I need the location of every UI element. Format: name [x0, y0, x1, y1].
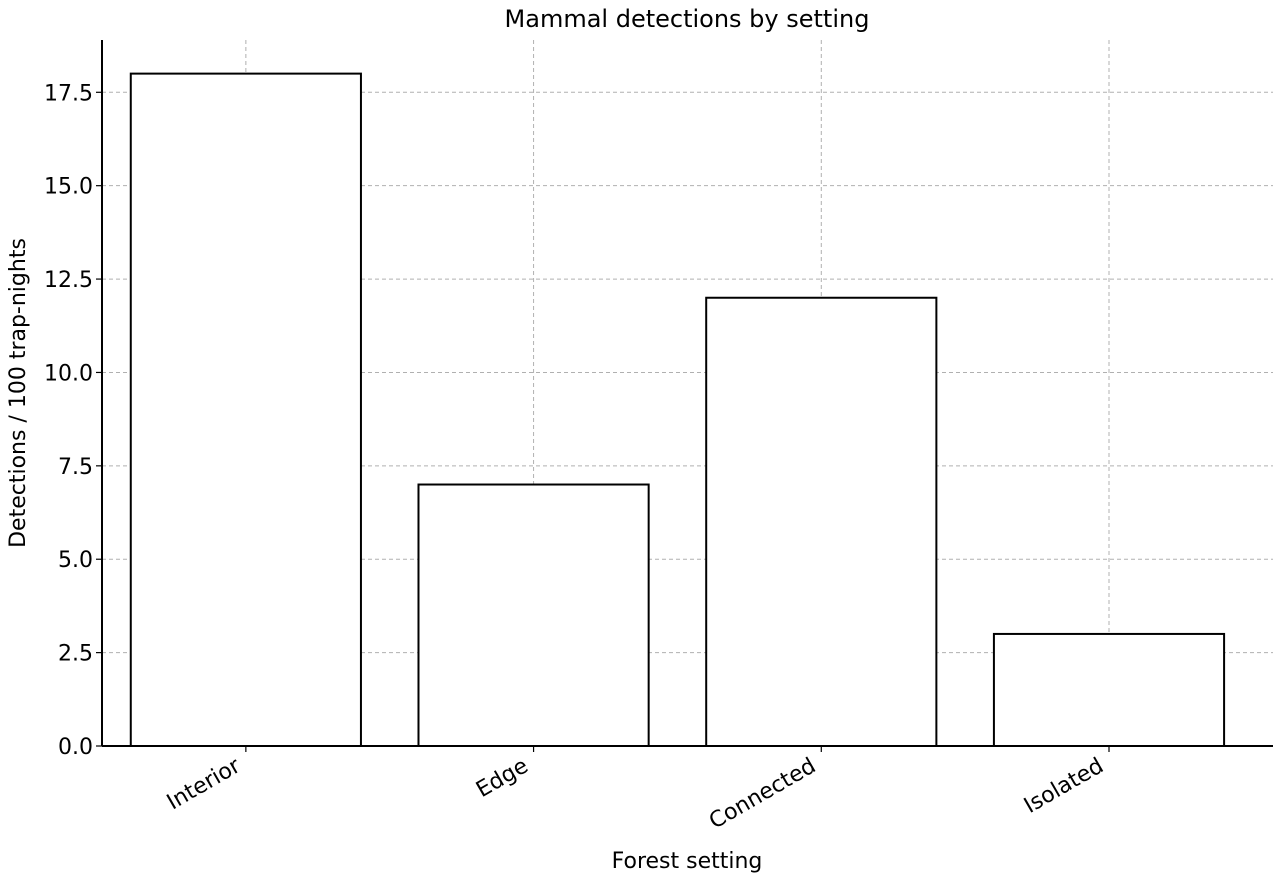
x-tick-label: Connected [705, 754, 820, 835]
y-tick-label: 0.0 [58, 735, 93, 760]
bar-interior [129, 72, 362, 748]
bar-connected [705, 296, 938, 747]
y-tick-label: 5.0 [58, 548, 93, 573]
chart-title: Mammal detections by setting [505, 5, 870, 33]
y-tick-label: 2.5 [58, 642, 93, 667]
x-tick-label: Isolated [1020, 754, 1108, 819]
x-axis-title: Forest setting [612, 849, 763, 874]
y-axis-title: Detections / 100 trap-nights [6, 238, 31, 548]
y-tick-label: 10.0 [44, 361, 93, 386]
y-tick-label: 15.0 [44, 175, 93, 200]
x-tick-label: Interior [163, 753, 246, 815]
y-tick-label: 17.5 [44, 81, 93, 106]
x-tick-label: Edge [472, 754, 532, 803]
bar-edge [417, 483, 650, 747]
labels-layer: Mammal detections by setting Forest sett… [6, 5, 869, 874]
axes-layer [101, 40, 1273, 747]
y-tick-label: 7.5 [58, 455, 93, 480]
bar-isolated [992, 632, 1226, 748]
y-tick-label: 12.5 [44, 268, 93, 293]
bars-layer [129, 72, 1226, 748]
